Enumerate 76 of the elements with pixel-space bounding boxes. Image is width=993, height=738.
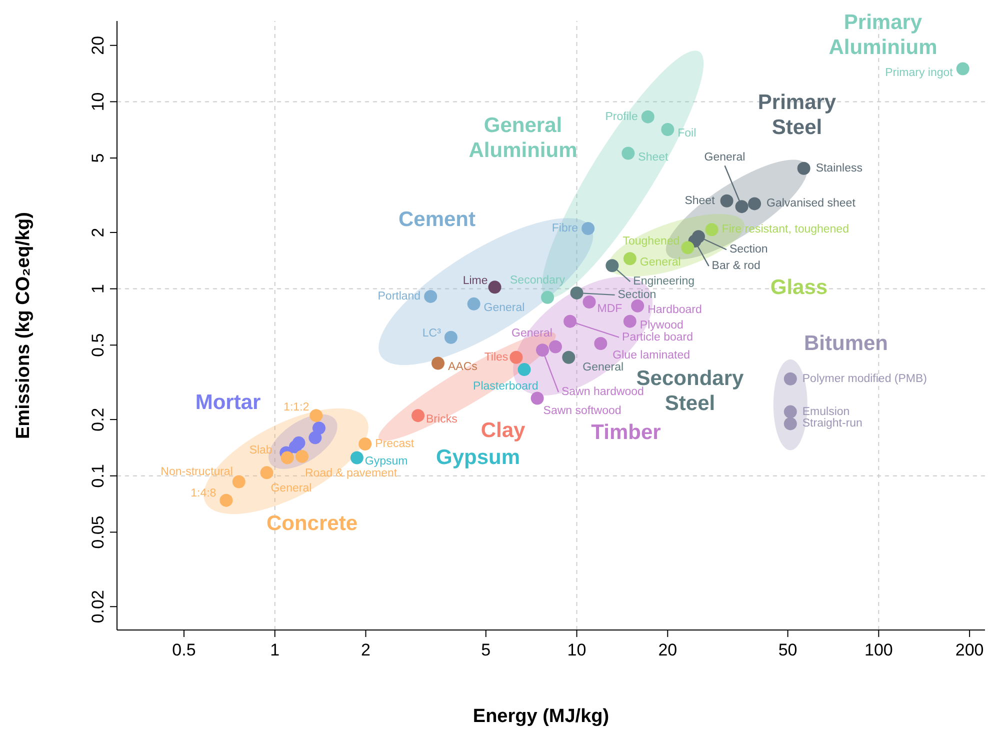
y-axis-title: Emissions (kg CO₂eq/kg) [13,212,34,439]
data-label: Polymer modified (PMB) [802,372,928,385]
series-label: Concrete [266,512,358,534]
x-tick-label: 100 [864,640,893,660]
data-label: Bar & rod [712,260,760,272]
x-tick-label: 10 [567,640,586,660]
y-tick-label: 10 [88,92,108,112]
x-tick-label: 200 [955,640,984,660]
data-label: Foil [678,128,696,140]
series-label: Primary Steel [758,90,836,138]
series-label: Bitumen [804,332,888,354]
text: General Aluminium [468,114,578,162]
data-label: Section [618,288,656,301]
y-tick-label: 0.02 [88,590,108,624]
data-label: Primary ingot [885,66,954,79]
text: Gypsum [436,446,520,468]
x-tick-label: 2 [361,640,370,660]
data-label: Sawn softwood [543,405,622,418]
data-label: Slab [249,444,272,457]
data-label: Galvanised sheet [766,198,856,210]
data-label: Glue laminated [612,349,690,362]
x-tick-label: 1 [270,640,280,660]
data-label: Fire resistant, toughened [722,224,849,236]
data-label: Non-structural [160,466,233,478]
x-tick-label: 50 [778,640,798,660]
data-label: Plywood [640,319,684,332]
data-label: Emulsion [802,406,850,418]
data-label: Hardboard [648,304,702,316]
data-label: Bricks [426,414,458,426]
data-label: Lime [462,275,488,288]
x-tick-label: 0.5 [172,640,196,660]
y-tick-label: 0.05 [88,516,108,549]
data-label: General [512,328,552,340]
data-label: General [484,302,525,314]
data-label: LC³ [422,327,442,340]
data-label: Profile [605,110,638,123]
data-label: General [640,256,681,269]
data-label: Road & pavement [305,467,398,480]
text: Glass [770,276,828,298]
data-label: AACs [448,361,478,374]
data-label: MDF [597,302,622,315]
y-tick-label: 0.5 [88,333,108,357]
data-label: Stainless [816,162,863,174]
x-tick-label: 20 [658,640,678,660]
data-label: Secondary [510,274,566,286]
text: Clay [480,418,526,442]
y-tick-label: 1 [88,284,108,294]
series-label: Primary Aluminium [828,10,938,58]
text: Cement [398,208,476,230]
y-tick-label: 2 [88,228,108,238]
x-axis-title: Energy (MJ/kg) [472,706,610,727]
data-label: Particle board [622,331,694,344]
data-label: Tiles [484,351,508,364]
data-label: Portland [378,290,421,302]
data-label: 1:1:2 [284,402,310,414]
y-tick-label: 20 [88,36,108,55]
y-tick-label: 0.1 [88,464,108,488]
data-label: Gypsum [364,456,408,468]
data-label: General [270,482,312,495]
data-label: Engineering [633,276,695,288]
y-tick-label: 5 [88,153,108,163]
text: Timber [591,420,661,444]
data-label: General [582,361,624,374]
data-label: Section [729,244,768,256]
data-label: Sheet [638,151,670,164]
x-tick-label: 5 [481,640,491,660]
data-label: Precast [375,438,415,450]
series-label: Mortar [195,390,261,414]
data-label: 1:4:8 [190,487,216,500]
data-label: Plasterboard [473,380,538,393]
data-label: General [704,152,746,164]
data-label: Fibre [552,222,578,234]
data-label: Straight-run [802,418,862,430]
data-label: Sheet [684,194,716,207]
y-tick-label: 0.2 [88,408,108,432]
data-label: Toughened [622,236,680,248]
